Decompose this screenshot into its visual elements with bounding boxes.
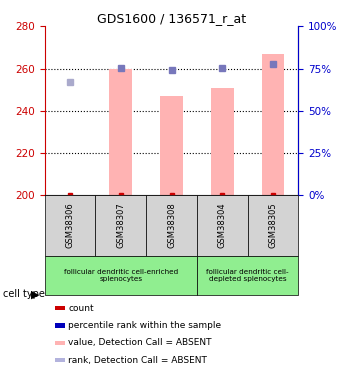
Bar — [45, 256, 197, 295]
Text: GSM38308: GSM38308 — [167, 203, 176, 249]
Text: rank, Detection Call = ABSENT: rank, Detection Call = ABSENT — [69, 356, 207, 365]
Text: count: count — [69, 304, 94, 313]
Bar — [55, 358, 66, 362]
Text: GSM38305: GSM38305 — [269, 203, 277, 248]
Text: follicular dendritic cell-enriched
splenocytes: follicular dendritic cell-enriched splen… — [63, 269, 178, 282]
Bar — [248, 195, 298, 256]
Bar — [211, 87, 234, 195]
Text: GSM38307: GSM38307 — [116, 203, 125, 249]
Bar — [262, 54, 284, 195]
Text: GSM38304: GSM38304 — [218, 203, 227, 248]
Bar — [109, 69, 132, 195]
Bar — [55, 306, 66, 310]
Text: value, Detection Call = ABSENT: value, Detection Call = ABSENT — [69, 338, 212, 347]
Text: percentile rank within the sample: percentile rank within the sample — [69, 321, 222, 330]
Text: ▶: ▶ — [31, 290, 39, 299]
Title: GDS1600 / 136571_r_at: GDS1600 / 136571_r_at — [97, 12, 246, 25]
Bar — [45, 195, 95, 256]
Bar — [197, 195, 248, 256]
Bar — [55, 340, 66, 345]
Bar — [55, 323, 66, 328]
Bar — [95, 195, 146, 256]
Text: GSM38306: GSM38306 — [66, 203, 74, 249]
Text: cell type: cell type — [3, 290, 45, 299]
Bar — [146, 195, 197, 256]
Bar — [197, 256, 298, 295]
Text: follicular dendritic cell-
depleted splenocytes: follicular dendritic cell- depleted sple… — [206, 269, 289, 282]
Bar — [160, 96, 183, 195]
